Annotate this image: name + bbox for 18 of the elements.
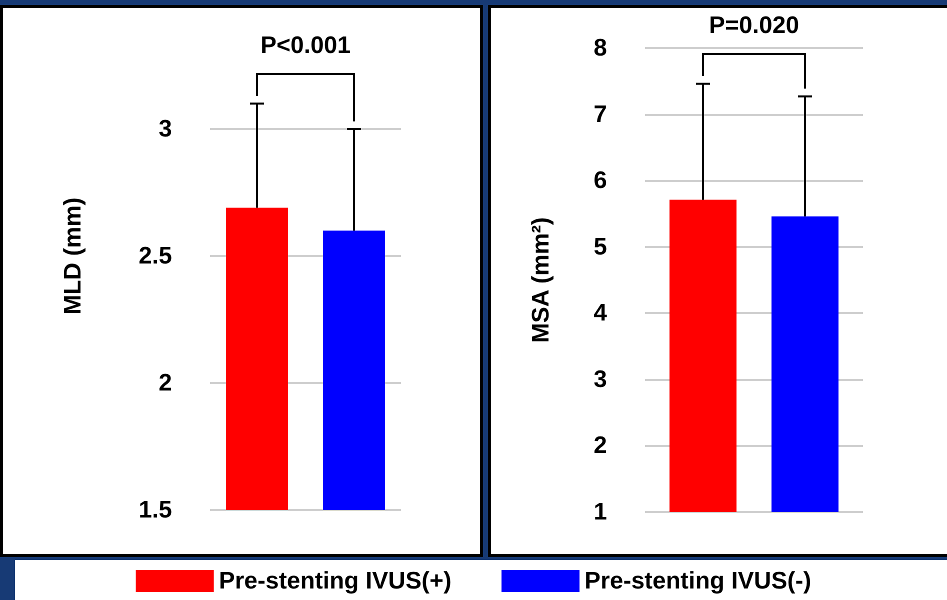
y-tick-label: 1.5: [138, 496, 172, 524]
y-tick-label: 7: [594, 100, 607, 128]
y-tick-label: 3: [158, 116, 172, 142]
y-tick-label: 1: [594, 498, 607, 526]
y-tick-label: 6: [594, 167, 607, 194]
y-axis-title: MSA (mm²): [528, 217, 554, 343]
y-tick-label: 2.5: [138, 242, 172, 270]
y-tick-label: 2: [158, 370, 172, 396]
legend-label: Pre-stenting IVUS(-): [584, 568, 812, 594]
y-axis-title: MLD (mm): [60, 197, 86, 315]
y-tick-label: 8: [594, 34, 607, 62]
text: P=0.020: [708, 12, 800, 40]
y-tick-label: 2: [594, 432, 607, 460]
y-tick-label: 4: [594, 300, 608, 327]
y-tick-label: 3: [594, 366, 607, 393]
annotation: P<0.001: [260, 32, 351, 60]
legend-label: Pre-stenting IVUS(+): [218, 568, 452, 594]
y-tick-label: 5: [594, 233, 607, 260]
